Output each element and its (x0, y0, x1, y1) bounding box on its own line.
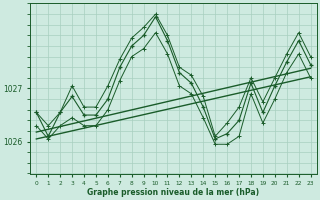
X-axis label: Graphe pression niveau de la mer (hPa): Graphe pression niveau de la mer (hPa) (87, 188, 260, 197)
